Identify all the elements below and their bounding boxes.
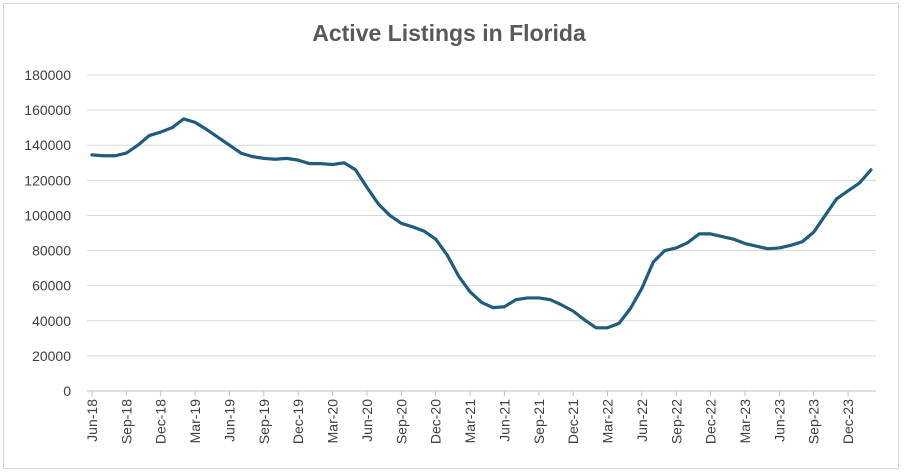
x-tick-label: Mar-19 xyxy=(187,399,203,444)
x-tick-label: Dec-19 xyxy=(290,399,306,444)
x-tick-label: Mar-21 xyxy=(462,399,478,444)
y-tick-label: 60000 xyxy=(32,278,71,294)
y-tick-label: 20000 xyxy=(32,348,71,364)
x-tick-label: Dec-21 xyxy=(565,399,581,444)
x-tick-label: Sep-20 xyxy=(393,399,409,444)
chart-title: Active Listings in Florida xyxy=(312,20,586,46)
y-tick-label: 140000 xyxy=(24,137,71,153)
x-tick-label: Sep-18 xyxy=(118,399,134,444)
x-tick-label: Jun-19 xyxy=(221,399,237,442)
gridlines xyxy=(87,74,876,357)
x-tick-label: Dec-23 xyxy=(840,399,856,444)
x-tick-label: Mar-20 xyxy=(325,399,341,444)
x-tick-label: Mar-22 xyxy=(600,399,616,444)
x-tick-label: Jun-22 xyxy=(634,399,650,442)
x-tick-label: Dec-18 xyxy=(153,399,169,444)
x-tick-label: Jun-21 xyxy=(496,399,512,442)
y-axis-ticks: 0 20000 40000 60000 80000 100000 120000 140000 1… xyxy=(24,67,71,399)
y-tick-label: 80000 xyxy=(32,243,71,259)
y-tick-label: 120000 xyxy=(24,172,71,188)
y-tick-label: 180000 xyxy=(24,67,71,83)
x-tick-label: Mar-23 xyxy=(737,399,753,444)
x-axis-ticks: Jun-18 Sep-18 Dec-18 Mar-19 Jun-19 Sep-19 Dec-… xyxy=(84,391,856,444)
x-tick-label: Sep-21 xyxy=(531,399,547,444)
x-tick-label: Jun-20 xyxy=(359,399,375,442)
x-tick-label: Sep-23 xyxy=(806,399,822,444)
series-line xyxy=(90,117,873,330)
x-tick-label: Dec-22 xyxy=(703,399,719,444)
y-tick-label: 100000 xyxy=(24,207,71,223)
x-tick-label: Jun-23 xyxy=(771,399,787,442)
x-tick-label: Sep-22 xyxy=(668,399,684,444)
x-tick-label: Dec-20 xyxy=(428,399,444,444)
y-tick-label: 40000 xyxy=(32,313,71,329)
y-tick-label: 0 xyxy=(63,383,71,399)
x-tick-label: Sep-19 xyxy=(256,399,272,444)
y-tick-label: 160000 xyxy=(24,102,71,118)
x-tick-label: Jun-18 xyxy=(84,399,100,442)
